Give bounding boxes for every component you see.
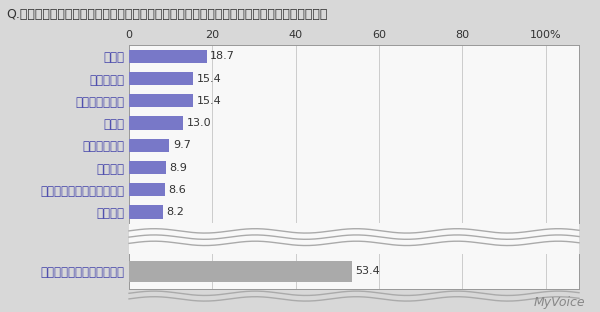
- Text: 13.0: 13.0: [187, 118, 211, 128]
- Text: 8.2: 8.2: [167, 207, 184, 217]
- Text: MyVoice: MyVoice: [533, 296, 585, 309]
- Bar: [129, 261, 352, 282]
- Text: 15.4: 15.4: [197, 96, 221, 106]
- Bar: [129, 72, 193, 85]
- Text: 18.7: 18.7: [210, 51, 235, 61]
- Bar: [129, 94, 193, 107]
- Bar: [129, 161, 166, 174]
- Text: 8.9: 8.9: [169, 163, 187, 173]
- Bar: [129, 116, 183, 130]
- Text: 9.7: 9.7: [173, 140, 191, 150]
- Text: Q.選択肢にあげたようなブランドで、衣類や小物などを所有しているブランドはありますか？: Q.選択肢にあげたようなブランドで、衣類や小物などを所有しているブランドはありま…: [6, 8, 328, 21]
- Bar: [129, 183, 165, 197]
- Text: 53.4: 53.4: [355, 266, 380, 276]
- Bar: [129, 205, 163, 219]
- Text: 15.4: 15.4: [197, 74, 221, 84]
- Bar: [129, 50, 207, 63]
- Text: 8.6: 8.6: [168, 185, 186, 195]
- Bar: [129, 139, 169, 152]
